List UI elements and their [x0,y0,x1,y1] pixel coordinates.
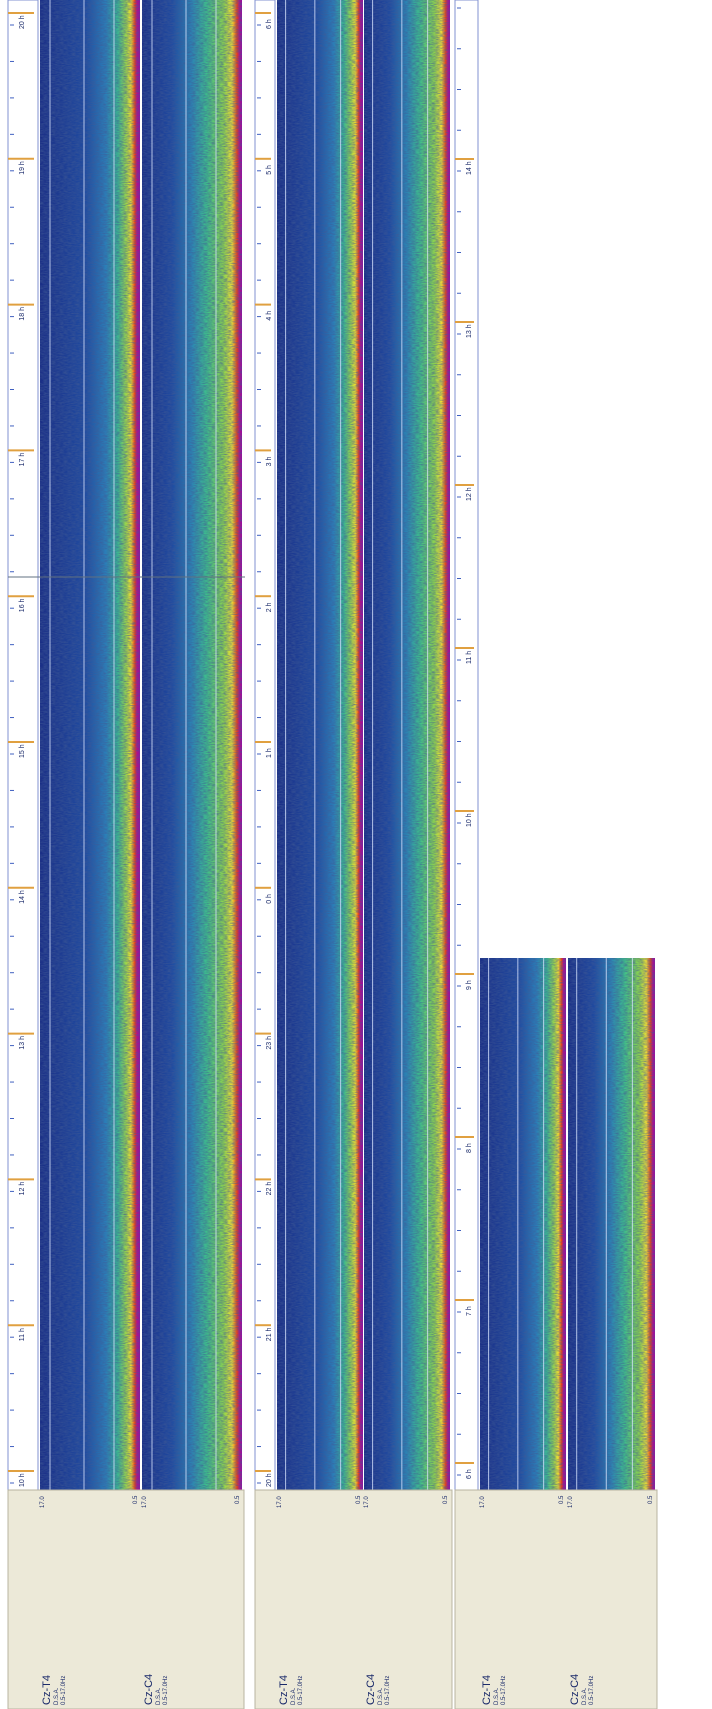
time-label: 11 h [466,651,473,664]
channel-name: Cz-C4 [365,1674,377,1705]
channel-band: 0.5-17.0Hz [501,1676,507,1705]
channel-mode: D.S.A. [378,1687,384,1705]
spectrogram-noise [364,0,450,1490]
time-label: 3 h [266,457,273,467]
time-label: 23 h [266,1036,273,1050]
scale-max: 17.0 [568,1496,574,1508]
time-label: 6 h [266,19,273,29]
channel-name: Cz-T4 [481,1675,493,1705]
channel-mode: D.S.A. [54,1687,60,1705]
time-label: 20 h [266,1473,273,1487]
channel-mode: D.S.A. [291,1687,297,1705]
time-label: 18 h [19,307,26,321]
scale-max: 17.0 [142,1496,148,1508]
scale-max: 17.0 [480,1496,486,1508]
scale-max: 17.0 [40,1496,46,1508]
scale-max: 17.0 [277,1496,283,1508]
channel-name: Cz-T4 [41,1675,53,1705]
time-label: 0 h [266,894,273,904]
channel-label-panel [454,1489,658,1709]
channel-band: 0.5-17.0Hz [385,1676,391,1705]
scale-min: 0.5 [235,1495,241,1504]
time-label: 10 h [466,813,473,827]
scale-min: 0.5 [559,1495,565,1504]
scale-min: 0.5 [133,1495,139,1504]
time-label: 9 h [466,980,473,990]
time-label: 20 h [19,15,26,29]
time-label: 5 h [266,165,273,175]
channel-mode: D.S.A. [582,1687,588,1705]
time-label: 17 h [19,453,26,467]
time-label: 14 h [19,890,26,904]
time-label: 7 h [466,1306,473,1316]
time-label: 13 h [19,1036,26,1050]
channel-name: Cz-C4 [143,1674,155,1705]
time-label: 22 h [266,1182,273,1196]
channel-band: 0.5-17.0Hz [61,1676,67,1705]
time-label: 10 h [19,1473,26,1487]
time-label: 14 h [466,161,473,175]
spectrogram-noise [480,958,566,1490]
channel-band: 0.5-17.0Hz [298,1676,304,1705]
time-axis [7,0,39,1491]
time-label: 15 h [19,744,26,758]
spectrogram-noise [277,0,363,1490]
time-label: 1 h [266,748,273,758]
time-axis [254,0,276,1491]
scale-min: 0.5 [356,1495,362,1504]
time-label: 19 h [19,161,26,175]
time-label: 21 h [266,1327,273,1341]
time-label: 16 h [19,598,26,612]
channel-name: Cz-T4 [278,1675,290,1705]
time-label: 12 h [466,487,473,501]
channel-name: Cz-C4 [569,1674,581,1705]
scale-max: 17.0 [364,1496,370,1508]
time-axis [454,0,479,1491]
time-label: 11 h [19,1328,26,1341]
time-label: 4 h [266,311,273,321]
channel-label-panel [7,1489,245,1709]
time-label: 12 h [19,1182,26,1196]
time-label: 13 h [466,324,473,338]
spectrogram-noise [568,958,655,1490]
channel-mode: D.S.A. [494,1687,500,1705]
channel-mode: D.S.A. [156,1687,162,1705]
spectrogram-noise [142,0,242,1490]
time-label: 8 h [466,1143,473,1153]
scale-min: 0.5 [443,1495,449,1504]
spectrogram-noise [40,0,140,1490]
time-label: 2 h [266,602,273,612]
channel-band: 0.5-17.0Hz [589,1676,595,1705]
channel-band: 0.5-17.0Hz [163,1676,169,1705]
time-label: 6 h [466,1469,473,1479]
scale-min: 0.5 [648,1495,654,1504]
channel-label-panel [254,1489,453,1709]
